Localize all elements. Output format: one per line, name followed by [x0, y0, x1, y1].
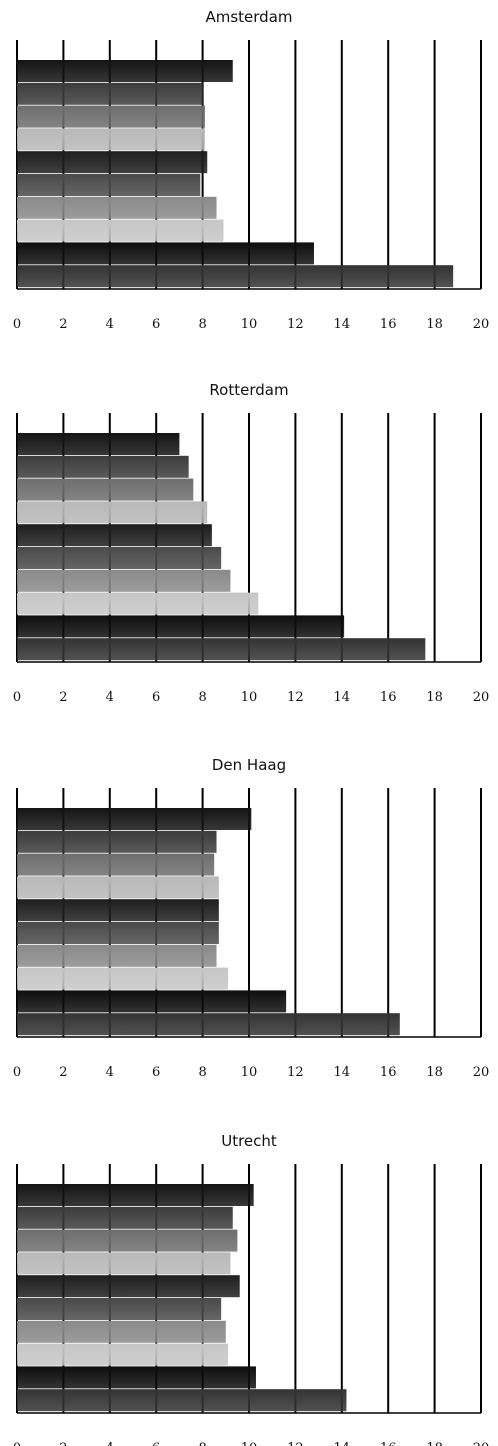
x-tick-label: 16 — [380, 317, 397, 332]
bar — [17, 524, 212, 547]
bar — [17, 151, 208, 174]
x-tick-label: 12 — [287, 317, 304, 332]
bar — [17, 1229, 238, 1252]
x-tick-label: 14 — [334, 690, 351, 705]
x-tick-label: 18 — [426, 1065, 443, 1080]
x-tick-label: 14 — [334, 1065, 351, 1080]
bar — [17, 830, 217, 853]
chart-panel: Rotterdam 0 2 4 6 8 10 12 14 16 18 20 — [13, 381, 489, 705]
x-tick-label: 6 — [152, 690, 160, 705]
x-tick-label: 20 — [473, 1065, 490, 1080]
x-tick-label: 10 — [241, 1065, 258, 1080]
bar — [17, 1013, 400, 1036]
x-tick-label: 0 — [13, 317, 21, 332]
bar — [17, 265, 454, 288]
x-tick-label: 6 — [152, 1441, 160, 1446]
x-tick-label: 8 — [198, 1065, 206, 1080]
x-tick-label: 10 — [241, 1441, 258, 1446]
x-tick-label: 12 — [287, 1441, 304, 1446]
chart-panel: Amsterdam 0 2 4 6 8 10 12 14 16 18 20 — [13, 8, 489, 332]
bar — [17, 1275, 240, 1298]
bar — [17, 219, 224, 242]
x-tick-label: 16 — [380, 1441, 397, 1446]
bar — [17, 501, 208, 524]
bar — [17, 592, 259, 615]
bar — [17, 1320, 226, 1343]
x-tick-label: 6 — [152, 317, 160, 332]
bar — [17, 478, 194, 501]
x-tick-label: 4 — [106, 317, 114, 332]
chart-title: Den Haag — [212, 756, 286, 774]
bar — [17, 1366, 256, 1389]
bar — [17, 1298, 222, 1320]
bar — [17, 967, 229, 990]
x-tick-label: 20 — [473, 1441, 490, 1446]
x-tick-label: 2 — [59, 1065, 67, 1080]
x-tick-label: 20 — [473, 690, 490, 705]
x-tick-label: 12 — [287, 1065, 304, 1080]
bar — [17, 569, 231, 592]
bar — [17, 944, 217, 967]
x-tick-label: 18 — [426, 1441, 443, 1446]
x-tick-label: 20 — [473, 317, 490, 332]
x-tick-label: 16 — [380, 690, 397, 705]
chart-panel: Den Haag 0 2 4 6 8 10 12 14 16 18 20 — [13, 756, 489, 1080]
x-tick-label: 18 — [426, 317, 443, 332]
x-tick-label: 4 — [106, 1441, 114, 1446]
bar — [17, 638, 426, 661]
bar — [17, 128, 205, 151]
x-tick-label: 4 — [106, 1065, 114, 1080]
bar — [17, 1343, 229, 1366]
bar — [17, 547, 222, 569]
bar — [17, 82, 203, 105]
x-tick-label: 18 — [426, 690, 443, 705]
bar — [17, 1184, 254, 1206]
x-tick-label: 14 — [334, 1441, 351, 1446]
bar — [17, 1252, 231, 1275]
bar — [17, 433, 180, 455]
chart-title: Utrecht — [221, 1132, 277, 1150]
bar — [17, 1389, 347, 1412]
bar — [17, 105, 205, 128]
bar — [17, 990, 287, 1013]
x-tick-label: 10 — [241, 690, 258, 705]
bar — [17, 1206, 233, 1229]
x-tick-label: 2 — [59, 317, 67, 332]
x-tick-label: 8 — [198, 317, 206, 332]
bar — [17, 922, 219, 944]
x-tick-label: 12 — [287, 690, 304, 705]
bar — [17, 196, 217, 219]
x-tick-label: 0 — [13, 1441, 21, 1446]
x-tick-label: 8 — [198, 690, 206, 705]
x-tick-label: 2 — [59, 690, 67, 705]
bar — [17, 174, 201, 196]
x-tick-label: 16 — [380, 1065, 397, 1080]
x-tick-label: 8 — [198, 1441, 206, 1446]
x-tick-label: 6 — [152, 1065, 160, 1080]
chart-panel: Utrecht 0 2 4 6 8 10 12 14 16 18 20 — [13, 1132, 489, 1446]
bar — [17, 899, 219, 922]
bar — [17, 808, 252, 830]
x-tick-label: 2 — [59, 1441, 67, 1446]
x-tick-label: 10 — [241, 317, 258, 332]
bar — [17, 615, 345, 638]
x-tick-label: 14 — [334, 317, 351, 332]
x-tick-label: 0 — [13, 690, 21, 705]
bar — [17, 242, 314, 265]
x-tick-label: 4 — [106, 690, 114, 705]
bar — [17, 455, 189, 478]
x-tick-label: 0 — [13, 1065, 21, 1080]
bar — [17, 853, 215, 876]
chart-title: Rotterdam — [209, 381, 288, 399]
bar — [17, 876, 219, 899]
chart-title: Amsterdam — [205, 8, 292, 26]
bar — [17, 60, 233, 82]
